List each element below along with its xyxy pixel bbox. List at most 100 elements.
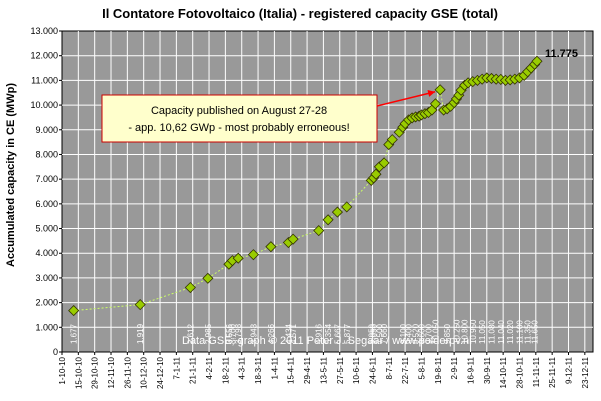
x-tick-label: 2-9-11	[450, 356, 459, 379]
credit-text: Data GSE; graph © 2011 Peter J. Segaar /…	[182, 335, 472, 347]
x-tick-label: 15-10-10	[74, 356, 83, 389]
data-points	[68, 55, 543, 317]
y-tick-label: 3.000	[35, 273, 58, 283]
data-point	[370, 168, 382, 180]
data-label: 3.700	[228, 323, 237, 344]
x-tick-label: 26-11-10	[123, 356, 132, 388]
data-label: 11.080	[487, 320, 496, 344]
chart-title: Il Contatore Fotovoltaico (Italia) - reg…	[102, 6, 498, 21]
x-tick-label: 13-5-11	[319, 356, 328, 384]
y-tick-label: 7.000	[35, 174, 58, 184]
x-tick-label: 10-12-10	[140, 356, 149, 389]
y-tick-label: 1.000	[35, 322, 58, 332]
data-point	[341, 201, 353, 213]
y-tick-label: 9.000	[35, 125, 58, 135]
data-label: 11.050	[478, 320, 487, 344]
x-tick-label: 16-9-11	[466, 356, 475, 384]
data-label: 9.100	[399, 323, 408, 344]
data-label: 4.266	[267, 323, 276, 344]
annotation-line-2: - app. 10,62 GWp - most probably erroneo…	[128, 122, 349, 134]
x-tick-label: 18-2-11	[221, 356, 230, 384]
data-label: 10.050	[431, 319, 440, 344]
x-tick-label: 15-4-11	[287, 356, 296, 384]
data-label: 1.677	[70, 323, 79, 344]
data-label: 1.919	[136, 323, 145, 344]
annotation-box	[101, 94, 378, 143]
data-label: 5.354	[324, 323, 333, 344]
data-label: 10.950	[469, 319, 478, 344]
x-tick-label: 18-3-11	[254, 356, 263, 384]
x-tick-label: 21-1-11	[189, 356, 198, 384]
data-point	[531, 55, 543, 67]
y-tick-label: 13.000	[30, 26, 58, 36]
data-point	[287, 233, 299, 245]
x-tick-label: 28-10-11	[515, 356, 524, 388]
data-label: 9.700	[424, 323, 433, 344]
data-label: 9.600	[417, 323, 426, 344]
data-point	[68, 305, 80, 317]
data-label: 10.800	[461, 319, 470, 344]
x-tick-label: 8-7-11	[385, 356, 394, 379]
data-point	[434, 84, 446, 96]
data-label: 11.350	[524, 320, 533, 344]
data-label: 11.020	[506, 320, 515, 344]
x-tick-label: 29-10-10	[91, 356, 100, 389]
data-label: 6.950	[367, 323, 376, 344]
data-label: 7.500	[375, 323, 384, 344]
y-tick-label: 5.000	[35, 224, 58, 234]
x-tick-label: 19-8-11	[434, 356, 443, 384]
y-axis-ticks: 0 1.000 2.000 3.000 4.000 5.000 6.000 7.000 8.00…	[30, 26, 62, 357]
y-tick-label: 11.000	[31, 75, 58, 85]
data-label: 9.850	[443, 323, 452, 344]
y-tick-label: 6.000	[35, 199, 58, 209]
data-label: 7.660	[380, 323, 389, 344]
x-tick-label: 1-10-10	[58, 356, 67, 384]
data-label: 4.434	[284, 323, 293, 344]
last-value-label: 11.775	[545, 48, 578, 60]
data-label: 5.877	[343, 323, 352, 344]
y-axis-label: Accumulated capacity in CE (MWp)	[5, 83, 17, 267]
annotation-line-1: Capacity published on August 27-28	[151, 105, 327, 117]
x-tick-label: 7-1-11	[172, 356, 181, 379]
data-label: 4.916	[315, 323, 324, 344]
x-tick-label: 4-2-11	[205, 356, 214, 379]
data-label: 3.943	[249, 323, 258, 344]
data-label: 2.985	[204, 323, 213, 344]
data-label: 10.250	[452, 319, 461, 344]
data-point	[429, 98, 442, 110]
data-point	[232, 252, 244, 264]
data-label: 11.650	[531, 320, 540, 344]
x-axis-ticks: 1-10-10 15-10-10 29-10-10 12-11-10 26-11-10 1…	[58, 352, 590, 389]
annotation-arrowhead	[427, 90, 436, 97]
x-tick-label: 30-9-11	[483, 356, 492, 384]
x-tick-label: 25-11-11	[548, 356, 557, 387]
data-point	[134, 299, 146, 311]
data-label: 11.100	[515, 320, 524, 344]
y-tick-label: 2.000	[35, 298, 58, 308]
data-label: 3.798	[234, 323, 243, 344]
annotation-arrow	[376, 91, 436, 107]
data-point	[202, 272, 214, 284]
x-tick-label: 1-4-11	[270, 356, 279, 379]
x-tick-label: 27-5-11	[336, 356, 345, 384]
data-point	[386, 134, 398, 146]
data-point	[313, 225, 325, 237]
data-label: 5.667	[333, 323, 342, 344]
data-point	[378, 157, 390, 169]
y-tick-label: 0	[53, 347, 58, 357]
x-tick-label: 22-7-11	[401, 356, 410, 384]
x-tick-label: 12-11-10	[107, 356, 116, 388]
data-label: 3.556	[225, 323, 234, 344]
x-tick-label: 24-6-11	[368, 356, 377, 384]
data-label: 2.612	[186, 323, 195, 344]
data-label: 9.520	[412, 323, 421, 344]
data-point	[331, 206, 343, 218]
x-tick-label: 5-8-11	[417, 356, 426, 379]
data-label: 4.571	[289, 323, 298, 344]
annotation: Capacity published on August 27-28 - app…	[101, 90, 436, 143]
y-tick-label: 12.000	[30, 51, 58, 61]
data-point	[247, 249, 259, 261]
